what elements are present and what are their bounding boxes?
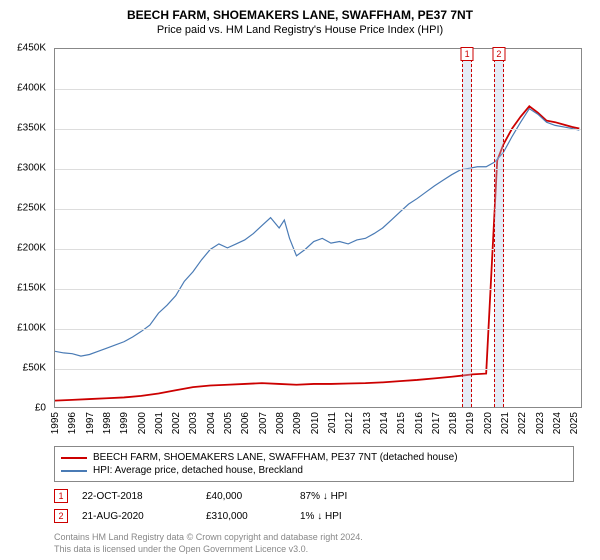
x-tick-label: 2011	[327, 412, 338, 434]
x-tick-label: 1997	[85, 412, 96, 434]
legend-row: BEECH FARM, SHOEMAKERS LANE, SWAFFHAM, P…	[61, 451, 567, 464]
footer-line-1: Contains HM Land Registry data © Crown c…	[54, 532, 574, 544]
x-tick-label: 1999	[119, 412, 130, 434]
x-tick-label: 2008	[275, 412, 286, 434]
x-tick-label: 2009	[292, 412, 303, 434]
legend-row: HPI: Average price, detached house, Brec…	[61, 464, 567, 477]
y-tick-label: £450K	[17, 43, 46, 54]
y-tick-label: £0	[35, 403, 46, 414]
transaction-date: 21-AUG-2020	[82, 511, 192, 522]
y-tick-label: £350K	[17, 123, 46, 134]
x-tick-label: 2019	[465, 412, 476, 434]
chart-title: BEECH FARM, SHOEMAKERS LANE, SWAFFHAM, P…	[10, 8, 590, 22]
transaction-row: 2 21-AUG-2020 £310,000 1% ↓ HPI	[54, 506, 574, 526]
x-tick-label: 1996	[67, 412, 78, 434]
x-tick-label: 1995	[50, 412, 61, 434]
transaction-index: 1	[54, 489, 68, 503]
x-tick-label: 2024	[552, 412, 563, 434]
chart-subtitle: Price paid vs. HM Land Registry's House …	[10, 24, 590, 36]
transaction-marker-tag: 2	[492, 47, 505, 61]
x-tick-label: 2001	[154, 412, 165, 434]
transaction-row: 1 22-OCT-2018 £40,000 87% ↓ HPI	[54, 486, 574, 506]
transaction-vs-hpi: 1% ↓ HPI	[300, 511, 410, 522]
y-tick-label: £400K	[17, 83, 46, 94]
transaction-price: £40,000	[206, 491, 286, 502]
chart-area: £0 £50K £100K £150K £200K £250K £300K £350K £400…	[10, 42, 590, 442]
x-tick-label: 2012	[344, 412, 355, 434]
y-tick-label: £200K	[17, 243, 46, 254]
x-tick-label: 2003	[188, 412, 199, 434]
x-tick-label: 2010	[310, 412, 321, 434]
transaction-price: £310,000	[206, 511, 286, 522]
transaction-index: 2	[54, 509, 68, 523]
transaction-marker-band	[494, 49, 504, 407]
y-tick-label: £100K	[17, 323, 46, 334]
x-tick-label: 2004	[206, 412, 217, 434]
y-tick-label: £150K	[17, 283, 46, 294]
y-tick-label: £50K	[23, 363, 46, 374]
legend-swatch	[61, 470, 87, 472]
x-tick-label: 2022	[517, 412, 528, 434]
legend-swatch	[61, 457, 87, 459]
x-tick-label: 2020	[483, 412, 494, 434]
footer-line-2: This data is licensed under the Open Gov…	[54, 544, 574, 556]
y-tick-label: £300K	[17, 163, 46, 174]
x-axis: 1995199619971998199920002001200220032004…	[54, 410, 582, 440]
footer-attribution: Contains HM Land Registry data © Crown c…	[54, 532, 574, 555]
x-tick-label: 2014	[379, 412, 390, 434]
transactions-table: 1 22-OCT-2018 £40,000 87% ↓ HPI 2 21-AUG-2020…	[54, 486, 574, 526]
plot-area: 12	[54, 48, 582, 408]
x-tick-label: 2006	[240, 412, 251, 434]
legend-label: HPI: Average price, detached house, Brec…	[93, 465, 303, 476]
transaction-marker-band	[462, 49, 472, 407]
x-tick-label: 2002	[171, 412, 182, 434]
y-axis: £0£50K£100K£150K£200K£250K£300K£350K£400…	[10, 48, 50, 408]
x-tick-label: 2023	[535, 412, 546, 434]
transaction-vs-hpi: 87% ↓ HPI	[300, 491, 410, 502]
x-tick-label: 2016	[414, 412, 425, 434]
transaction-marker-tag: 1	[461, 47, 474, 61]
x-tick-label: 2015	[396, 412, 407, 434]
legend-label: BEECH FARM, SHOEMAKERS LANE, SWAFFHAM, P…	[93, 452, 458, 463]
x-tick-label: 1998	[102, 412, 113, 434]
transaction-date: 22-OCT-2018	[82, 491, 192, 502]
x-tick-label: 2013	[362, 412, 373, 434]
x-tick-label: 2025	[569, 412, 580, 434]
legend: BEECH FARM, SHOEMAKERS LANE, SWAFFHAM, P…	[54, 446, 574, 482]
x-tick-label: 2000	[137, 412, 148, 434]
x-tick-label: 2021	[500, 412, 511, 434]
x-tick-label: 2017	[431, 412, 442, 434]
x-tick-label: 2005	[223, 412, 234, 434]
y-tick-label: £250K	[17, 203, 46, 214]
x-tick-label: 2018	[448, 412, 459, 434]
x-tick-label: 2007	[258, 412, 269, 434]
